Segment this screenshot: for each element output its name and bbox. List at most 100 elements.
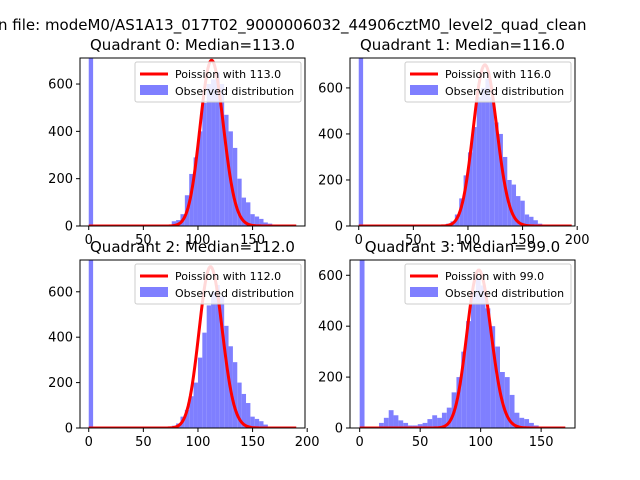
histogram-bar [533, 220, 538, 226]
panel-title: Quadrant 3: Median=99.0 [365, 238, 560, 256]
histogram-bar [237, 382, 242, 428]
histogram-bar [467, 152, 473, 226]
histogram-bar [259, 218, 264, 226]
histogram-bar [485, 78, 490, 226]
quadrant-panel-0: 0 50 100 150 0 200 400 600 Quadrant 0: Median=11… [48, 36, 306, 248]
histogram-bar [417, 424, 423, 428]
histogram-bar [463, 175, 468, 226]
legend-label-poisson: Poission with 113.0 [175, 68, 281, 81]
y-tick-label: 400 [318, 320, 343, 335]
histogram-bar [184, 409, 190, 428]
x-tick-label: 200 [565, 233, 590, 248]
legend: Poission with 112.0 Observed distribution [134, 263, 302, 305]
histogram-bar [206, 305, 212, 428]
y-tick-label: 600 [318, 269, 343, 284]
histogram-bar [259, 421, 264, 428]
x-tick-label: 50 [135, 435, 152, 450]
panel-title: Quadrant 1: Median=116.0 [360, 36, 565, 54]
y-tick-label: 0 [65, 220, 73, 235]
histogram-bar [466, 321, 471, 428]
histogram-bar [495, 346, 500, 428]
histogram-bar [524, 214, 530, 226]
histogram-bar [88, 58, 94, 226]
histogram-bar [481, 87, 486, 226]
y-tick-label: 600 [48, 78, 73, 93]
histogram-bar [202, 102, 207, 226]
quadrant-panel-3: 0 50 100 150 0 200 400 600 Quadrant 3: Median=99… [318, 238, 576, 450]
y-tick-label: 0 [335, 422, 343, 437]
histogram-bar [520, 200, 525, 226]
histogram-bar [403, 422, 409, 428]
histogram-bar [215, 72, 220, 226]
histogram-bar [246, 403, 251, 428]
legend: Poission with 116.0 Observed distribution [404, 61, 572, 103]
x-tick-label: 150 [529, 435, 554, 450]
legend-label-observed: Observed distribution [175, 85, 294, 98]
histogram-bar [254, 418, 260, 428]
histogram-bar [237, 178, 242, 226]
x-tick-label: 0 [85, 233, 93, 248]
histogram-bar [241, 197, 247, 226]
y-tick-label: 0 [65, 422, 73, 437]
legend-box [134, 263, 302, 305]
legend-label-observed: Observed distribution [445, 287, 564, 300]
histogram-bar [511, 184, 517, 226]
x-tick-label: 100 [468, 435, 493, 450]
histogram-bar [470, 290, 476, 428]
x-tick-label: 50 [405, 233, 422, 248]
histogram-bar [529, 422, 534, 428]
legend-label-poisson: Poission with 116.0 [445, 68, 551, 81]
legend-label-poisson: Poission with 112.0 [175, 270, 281, 283]
histogram-bar [489, 97, 495, 226]
histogram-bar [241, 393, 247, 428]
legend-patch-swatch [410, 85, 438, 95]
axes-frame [349, 57, 576, 227]
histogram-bar [88, 260, 94, 428]
x-tick-label: 100 [186, 435, 211, 450]
histogram-bar [202, 332, 207, 428]
x-tick-label: 100 [456, 233, 481, 248]
histogram-bar [393, 415, 399, 428]
histogram-bar [359, 260, 365, 428]
histogram-bar [171, 221, 177, 226]
x-tick-label: 150 [240, 233, 265, 248]
x-tick-label: 50 [135, 233, 152, 248]
x-tick-label: 150 [510, 233, 535, 248]
histogram-bar [232, 362, 238, 428]
panel-title: Quadrant 0: Median=113.0 [90, 36, 295, 54]
legend-patch-swatch [140, 85, 168, 95]
histogram-bar [254, 216, 260, 226]
subplot-grid: 0 50 100 150 0 200 400 600 Quadrant 0: Median=11… [48, 36, 589, 450]
y-tick-label: 0 [335, 220, 343, 235]
histogram-bar [224, 114, 229, 226]
histogram-bar [211, 79, 216, 226]
quadrant-panel-2: 0 50 100 150 200 0 200 400 600 Quadrant 2: Median… [48, 238, 319, 450]
histogram-bar [211, 291, 216, 428]
histogram-bar [456, 377, 462, 428]
histogram-bar [509, 394, 515, 428]
histogram-bar [432, 415, 438, 428]
x-tick-label: 0 [356, 435, 364, 450]
axes-frame [349, 259, 576, 429]
histogram-bar [480, 285, 486, 428]
y-tick-label: 200 [318, 371, 343, 386]
histogram-bar [263, 222, 268, 226]
y-tick-label: 200 [48, 172, 73, 187]
axes-frame [79, 259, 306, 429]
histogram-bar [529, 216, 534, 226]
legend-label-observed: Observed distribution [445, 85, 564, 98]
y-tick-label: 400 [48, 125, 73, 140]
histogram-bar [446, 407, 452, 428]
histogram-bar [514, 412, 520, 428]
plot-content [88, 58, 297, 226]
y-tick-label: 200 [318, 173, 343, 188]
histogram-bar [250, 416, 255, 428]
legend-label-poisson: Poission with 99.0 [445, 270, 544, 283]
legend-label-observed: Observed distribution [175, 287, 294, 300]
y-tick-label: 600 [318, 81, 343, 96]
histogram-bar [193, 157, 198, 226]
figure-suptitle: n file: modeM0/AS1A13_017T02_9000006032_… [0, 16, 587, 35]
histogram-bar [475, 277, 481, 428]
histogram-bar [490, 326, 496, 428]
